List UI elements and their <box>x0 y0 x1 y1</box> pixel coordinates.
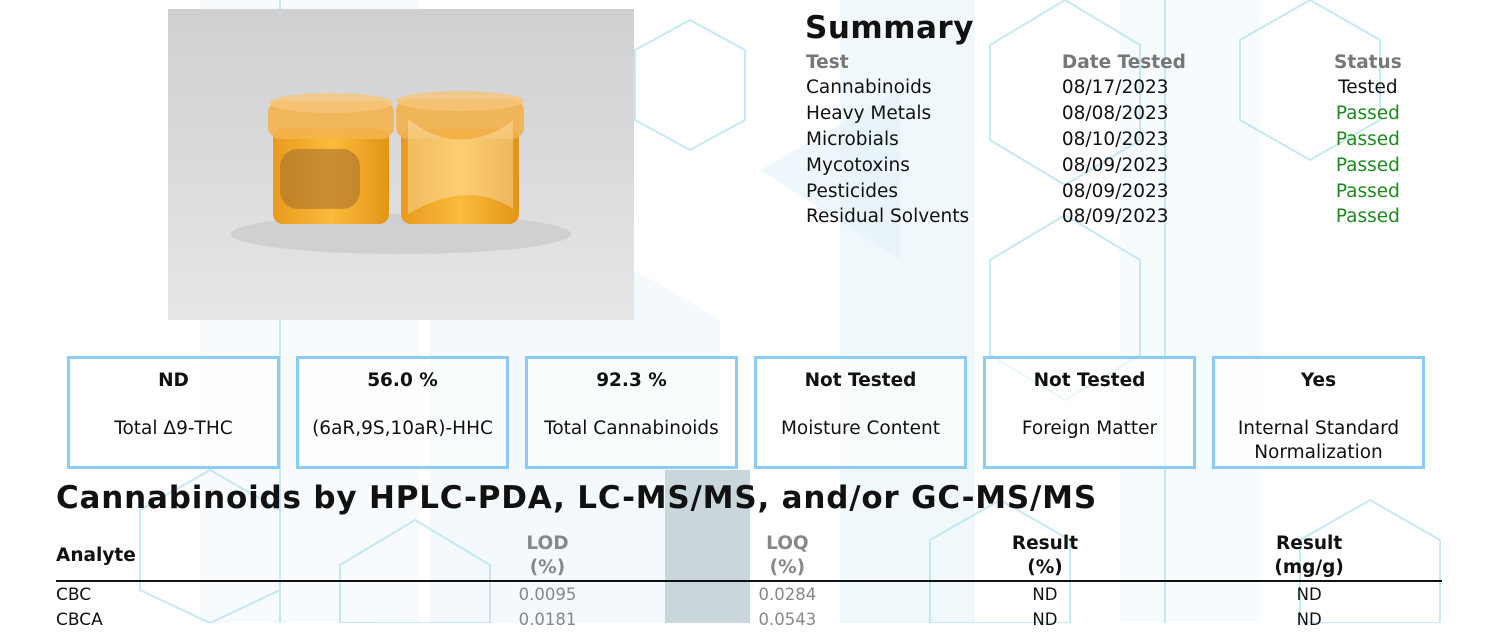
summary-row: Cannabinoids 08/17/2023 Tested <box>806 75 1406 101</box>
analyte-lod: 0.0181 <box>518 610 577 629</box>
test-name: Mycotoxins <box>806 154 910 176</box>
cannabinoids-section-title: Cannabinoids by HPLC-PDA, LC-MS/MS, and/… <box>56 480 1097 516</box>
test-date: 08/10/2023 <box>1061 128 1169 150</box>
analyte-result-percent: ND <box>1032 585 1058 604</box>
header-result-percent-label: Result <box>1011 533 1079 554</box>
test-name: Cannabinoids <box>806 77 932 99</box>
header-result-mg: Result (mg/g) <box>1176 532 1442 582</box>
metric-moisture-content: Not Tested Moisture Content <box>754 356 967 469</box>
test-name: Residual Solvents <box>806 206 970 228</box>
header-result-percent-unit: (%) <box>1027 557 1063 578</box>
test-status: Passed <box>1335 180 1400 202</box>
header-loq: LOQ (%) <box>661 532 914 582</box>
header-lod-unit: (%) <box>529 557 566 578</box>
header-test: Test <box>806 52 849 73</box>
header-lod-label: LOD <box>526 533 569 554</box>
summary-table: Test Date Tested Status Cannabinoids 08/… <box>806 50 1406 230</box>
summary-row: Pesticides 08/09/2023 Passed <box>806 178 1406 204</box>
test-name: Heavy Metals <box>806 103 932 125</box>
header-result-mg-label: Result <box>1276 533 1343 554</box>
cannabinoids-header-row: Analyte LOD (%) LOQ (%) Result (%) Resul… <box>56 532 1442 582</box>
metric-label: Total Δ9-THC <box>114 418 233 439</box>
cannabinoids-table: Analyte LOD (%) LOQ (%) Result (%) Resul… <box>56 532 1442 632</box>
test-date: 08/08/2023 <box>1061 103 1169 125</box>
header-date-tested: Date Tested <box>1061 52 1186 73</box>
test-date: 08/09/2023 <box>1061 180 1169 202</box>
metric-foreign-matter: Not Tested Foreign Matter <box>983 356 1196 469</box>
analyte-name: CBCA <box>56 609 103 630</box>
summary-header-row: Test Date Tested Status <box>806 50 1406 75</box>
test-date: 08/09/2023 <box>1061 206 1169 228</box>
metric-hhc: 56.0 % (6aR,9S,10aR)-HHC <box>296 356 509 469</box>
header-lod: LOD (%) <box>433 532 662 582</box>
summary-row: Heavy Metals 08/08/2023 Passed <box>806 101 1406 127</box>
analyte-loq: 0.0543 <box>758 610 817 629</box>
table-row: CBC 0.0095 0.0284 ND ND <box>56 581 1442 607</box>
test-date: 08/17/2023 <box>1061 77 1169 99</box>
metric-value: 92.3 % <box>596 370 667 391</box>
analyte-name: CBC <box>56 584 92 605</box>
test-status: Tested <box>1338 77 1398 99</box>
table-row: CBCA 0.0181 0.0543 ND ND <box>56 607 1442 632</box>
metric-value: 56.0 % <box>367 370 438 391</box>
analyte-lod: 0.0095 <box>518 585 577 604</box>
summary-row: Mycotoxins 08/09/2023 Passed <box>806 152 1406 178</box>
metric-value: Not Tested <box>1033 370 1146 391</box>
metric-label: (6aR,9S,10aR)-HHC <box>312 418 493 439</box>
metric-label: Total Cannabinoids <box>544 418 719 439</box>
metric-label: Foreign Matter <box>1021 418 1158 439</box>
metric-value: Not Tested <box>804 370 917 391</box>
analyte-result-percent: ND <box>1032 610 1058 629</box>
header-status: Status <box>1334 52 1402 73</box>
product-photo <box>168 9 634 320</box>
summary-title: Summary <box>805 10 974 46</box>
test-name: Pesticides <box>806 180 898 202</box>
metric-total-d9-thc: ND Total Δ9-THC <box>67 356 280 469</box>
metric-value: ND <box>158 370 189 391</box>
metric-value: Yes <box>1300 370 1337 391</box>
test-name: Microbials <box>806 128 899 150</box>
test-status: Passed <box>1335 206 1400 228</box>
analyte-loq: 0.0284 <box>758 585 817 604</box>
test-status: Passed <box>1335 103 1400 125</box>
test-status: Passed <box>1335 154 1400 176</box>
metric-label: Internal Standard Normalization <box>1237 418 1400 463</box>
metric-label: Moisture Content <box>780 418 941 439</box>
header-loq-label: LOQ <box>766 533 809 554</box>
header-analyte: Analyte <box>56 532 434 582</box>
header-result-percent: Result (%) <box>913 532 1177 582</box>
summary-row: Microbials 08/10/2023 Passed <box>806 127 1406 153</box>
test-date: 08/09/2023 <box>1061 154 1169 176</box>
analyte-result-mg: ND <box>1296 585 1322 604</box>
summary-row: Residual Solvents 08/09/2023 Passed <box>806 204 1406 230</box>
analyte-result-mg: ND <box>1296 610 1322 629</box>
metric-internal-standard: Yes Internal Standard Normalization <box>1212 356 1425 469</box>
header-loq-unit: (%) <box>769 557 806 578</box>
test-status: Passed <box>1335 128 1400 150</box>
metric-total-cannabinoids: 92.3 % Total Cannabinoids <box>525 356 738 469</box>
header-result-mg-unit: (mg/g) <box>1274 557 1344 578</box>
